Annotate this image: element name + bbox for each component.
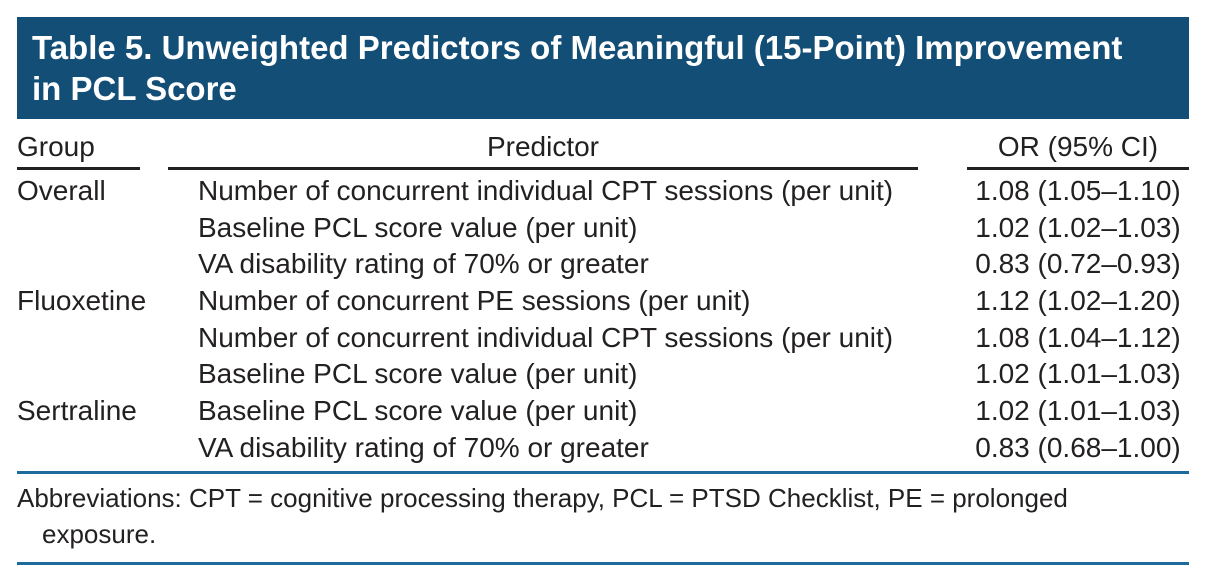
table-row: Sertraline Baseline PCL score value (per… (17, 393, 1189, 430)
group-cell (17, 246, 140, 283)
or-ci-cell: 1.08 (1.05–1.10) (975, 175, 1181, 206)
table-row: Baseline PCL score value (per unit) 1.02… (17, 356, 1189, 393)
predictor-cell: VA disability rating of 70% or greater (198, 248, 649, 280)
or-ci-cell: 0.83 (0.72–0.93) (975, 248, 1181, 280)
predictor-cell: VA disability rating of 70% or greater (198, 431, 649, 463)
or-ci-cell: 1.02 (1.01–1.03) (975, 395, 1181, 427)
column-gap (918, 119, 967, 170)
table-title-bar: Table 5. Unweighted Predictors of Meanin… (17, 17, 1189, 119)
table-row: Baseline PCL score value (per unit) 1.02… (17, 210, 1189, 247)
predictor-cell: Baseline PCL score value (per unit) (198, 395, 638, 427)
or-ci-cell: 1.08 (1.04–1.12) (975, 321, 1181, 353)
group-cell: Sertraline (17, 395, 137, 427)
predictor-cell: Baseline PCL score value (per unit) (198, 358, 638, 390)
or-ci-cell: 1.02 (1.02–1.03) (975, 211, 1181, 243)
table-row: Fluoxetine Number of concurrent PE sessi… (17, 283, 1189, 320)
table-figure: Table 5. Unweighted Predictors of Meanin… (17, 17, 1189, 565)
table-bottom-rule (17, 470, 1189, 474)
group-cell: Fluoxetine (17, 285, 147, 317)
table-row: VA disability rating of 70% or greater 0… (17, 246, 1189, 283)
or-ci-cell: 1.02 (1.01–1.03) (975, 358, 1181, 390)
group-cell (17, 356, 140, 393)
column-header-group: Group (17, 119, 140, 170)
table-body: Overall Number of concurrent individual … (17, 173, 1189, 467)
figure-bottom-rule (17, 561, 1189, 565)
footnote-line1: Abbreviations: CPT = cognitive processin… (17, 482, 1068, 513)
abbreviations-footnote: Abbreviations: CPT = cognitive processin… (17, 480, 1189, 552)
column-header-or-ci: OR (95% CI) (967, 119, 1189, 170)
predictor-cell: Baseline PCL score value (per unit) (198, 211, 638, 243)
table-row: VA disability rating of 70% or greater 0… (17, 430, 1189, 467)
table-title-line2: in PCL Score (32, 70, 237, 107)
predictor-cell: Number of concurrent PE sessions (per un… (198, 285, 751, 317)
or-ci-cell: 1.12 (1.02–1.20) (975, 285, 1181, 317)
column-gap (140, 119, 168, 170)
table-row: Overall Number of concurrent individual … (17, 173, 1189, 210)
group-cell (17, 430, 140, 467)
column-header-predictor: Predictor (168, 119, 918, 170)
group-cell: Overall (17, 175, 106, 206)
predictor-cell: Number of concurrent individual CPT sess… (198, 175, 894, 206)
group-cell (17, 320, 140, 357)
column-header-row: Group Predictor OR (95% CI) (17, 119, 1189, 170)
group-cell (17, 210, 140, 247)
table-row: Number of concurrent individual CPT sess… (17, 320, 1189, 357)
table-title-line1: Table 5. Unweighted Predictors of Meanin… (32, 29, 1123, 66)
footnote-line2: exposure. (42, 518, 157, 549)
or-ci-cell: 0.83 (0.68–1.00) (975, 431, 1181, 463)
predictor-cell: Number of concurrent individual CPT sess… (198, 321, 894, 353)
